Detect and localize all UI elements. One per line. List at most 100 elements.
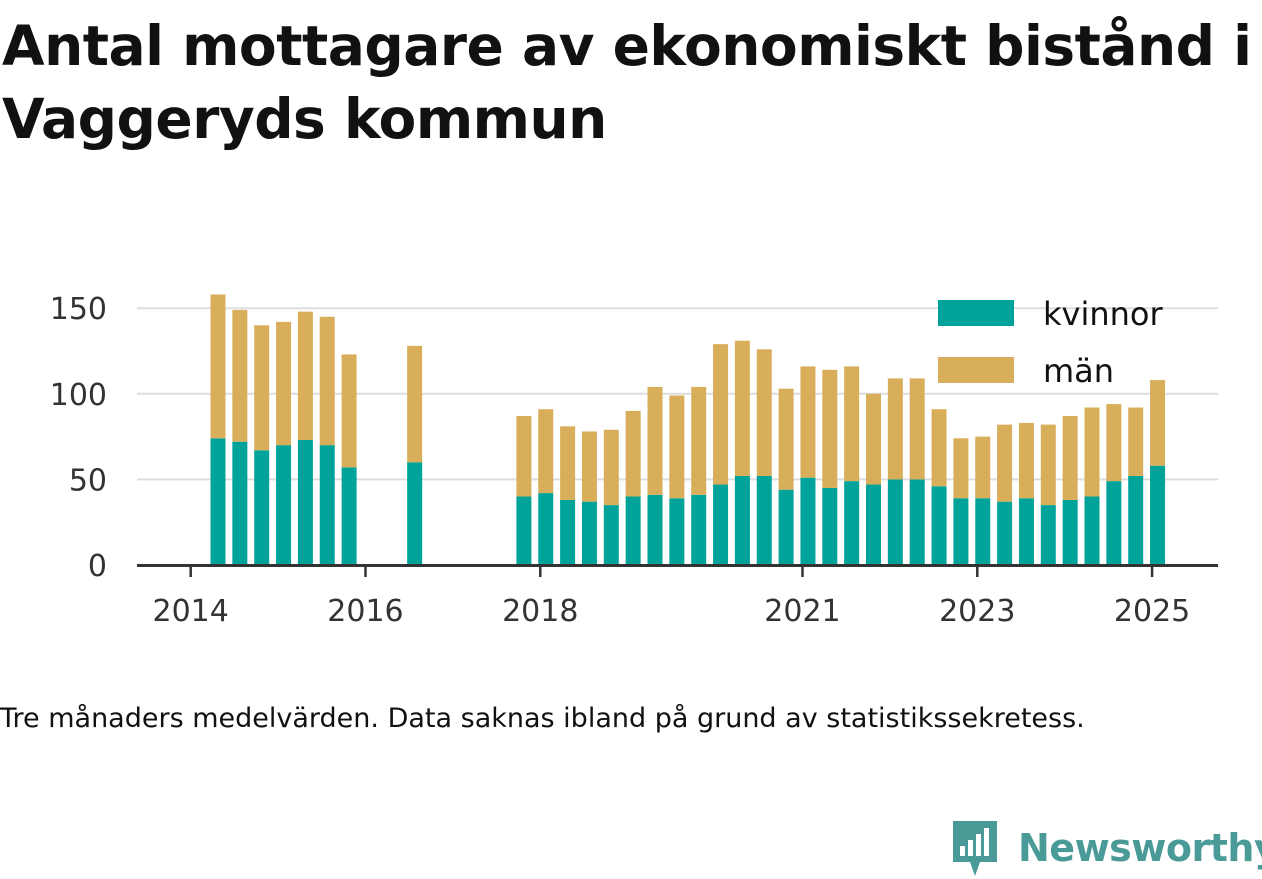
bar-man (1040, 424, 1056, 506)
bar-kvinnor (603, 505, 619, 565)
bar-man (909, 378, 925, 480)
bar-kvinnor (866, 484, 881, 565)
y-tick-label: 100 (50, 378, 107, 413)
bar-kvinnor (975, 498, 991, 565)
bar-kvinnor (953, 498, 969, 565)
x-tick-label: 2023 (939, 594, 1015, 629)
bar-kvinnor (800, 477, 816, 565)
bar-kvinnor (232, 441, 248, 565)
brand-name: Newsworthy (1018, 826, 1262, 870)
bar-kvinnor (909, 479, 925, 565)
legend-swatch-kvinnor (938, 300, 1014, 326)
bar-man (866, 393, 881, 485)
y-axis-ticks: 0 50 100 150 (50, 292, 107, 584)
bar-man (560, 426, 576, 500)
x-tick-label: 2021 (764, 594, 840, 629)
legend-label-kvinnor: kvinnor (1043, 295, 1164, 333)
bar-kvinnor (1040, 505, 1056, 565)
bar-man (975, 436, 991, 499)
legend-label-man: män (1043, 352, 1114, 390)
bar-man (297, 311, 313, 441)
bar-man (603, 429, 619, 506)
bar-kvinnor (1062, 499, 1078, 565)
bar-man (713, 344, 729, 485)
bar-man (1018, 422, 1034, 499)
y-tick-label: 50 (69, 463, 107, 498)
bar-kvinnor (276, 445, 292, 565)
bar-man (997, 424, 1013, 502)
bar-man (844, 366, 860, 482)
x-tick-label: 2016 (327, 594, 403, 629)
bar-man (822, 369, 838, 488)
bar-kvinnor (647, 494, 663, 565)
bar-man (1084, 407, 1100, 497)
bar-kvinnor (538, 493, 554, 565)
legend-swatch-man (938, 357, 1014, 383)
bar-kvinnor (210, 438, 226, 565)
bar-kvinnor (297, 440, 313, 565)
bar-man (538, 409, 554, 494)
bar-man (931, 409, 947, 487)
bar-kvinnor (560, 499, 576, 565)
x-tick-label: 2018 (502, 594, 578, 629)
bar-man (691, 386, 707, 495)
bar-man (232, 309, 248, 442)
bar-man (647, 386, 663, 495)
bar-man (800, 366, 816, 478)
bar-man (887, 378, 903, 480)
bar-man (734, 340, 750, 476)
bar-man (1106, 404, 1122, 482)
bar-man (778, 388, 794, 490)
bar-kvinnor (997, 501, 1013, 565)
bar-kvinnor (713, 484, 729, 565)
bar-man (756, 349, 772, 476)
bar-kvinnor (1150, 465, 1166, 565)
bar-kvinnor (319, 445, 335, 565)
chart-note: Tre månaders medelvärden. Data saknas ib… (0, 703, 1085, 734)
bar-kvinnor (341, 467, 357, 565)
y-tick-label: 0 (88, 549, 107, 584)
chart-title: Antal mottagare av ekonomiskt bistånd i … (2, 14, 1252, 151)
bar-man (1150, 380, 1166, 466)
bar-man (276, 321, 292, 446)
bar-kvinnor (407, 462, 423, 565)
brand-logo: Newsworthy (950, 818, 1262, 878)
bar-kvinnor (625, 496, 641, 565)
bar-kvinnor (822, 487, 838, 565)
bar-man (341, 354, 357, 468)
bar-man (953, 438, 969, 499)
bar-man (254, 325, 270, 451)
bar-kvinnor (1084, 496, 1100, 565)
bar-kvinnor (734, 475, 750, 565)
y-tick-label: 150 (50, 292, 107, 327)
bar-man (1062, 416, 1078, 500)
x-axis-ticks: 2014 2016 2018 2021 2023 2025 (153, 565, 1190, 629)
bar-kvinnor (254, 450, 270, 565)
bars (210, 294, 1166, 565)
bar-chart-speech-bubble-icon (953, 821, 997, 876)
bar-man (1128, 407, 1144, 476)
bar-kvinnor (1106, 481, 1122, 565)
stacked-bar-chart: 2014 2016 2018 2021 2023 2025 0 50 100 150 kvinn… (50, 292, 1218, 629)
bar-kvinnor (931, 486, 947, 565)
bar-man (516, 416, 532, 497)
x-tick-label: 2014 (153, 594, 229, 629)
bar-man (319, 316, 335, 446)
bar-kvinnor (516, 496, 532, 565)
bar-man (210, 294, 226, 439)
x-tick-label: 2025 (1114, 594, 1190, 629)
bar-kvinnor (691, 494, 707, 565)
bar-kvinnor (1128, 475, 1144, 565)
bar-kvinnor (581, 501, 597, 565)
bar-kvinnor (778, 489, 794, 565)
bar-kvinnor (887, 479, 903, 565)
bar-kvinnor (756, 475, 772, 565)
bar-man (625, 410, 641, 497)
bar-kvinnor (669, 498, 685, 565)
bar-man (407, 345, 423, 463)
bar-man (669, 395, 685, 499)
bar-kvinnor (1018, 498, 1034, 565)
bar-man (581, 431, 597, 502)
legend: kvinnor män (938, 295, 1164, 390)
bar-kvinnor (844, 481, 860, 565)
